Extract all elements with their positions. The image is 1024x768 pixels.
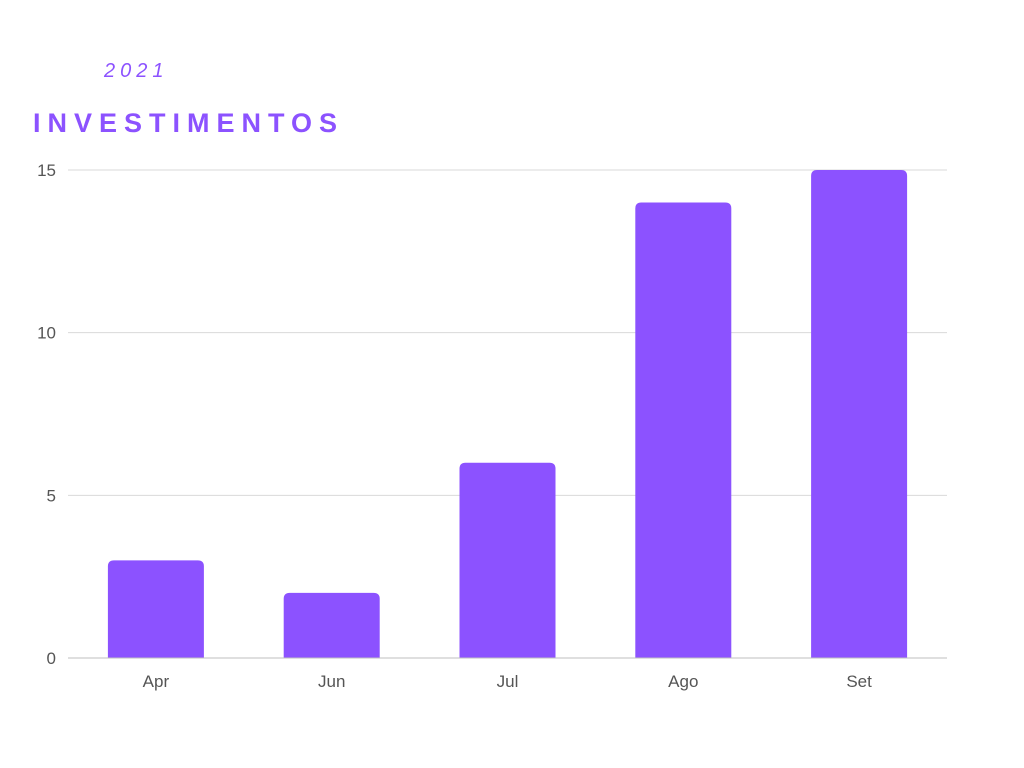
y-tick-label: 5 xyxy=(47,486,56,505)
y-axis-ticks: 0 5 10 15 xyxy=(37,161,56,668)
x-tick-label: Jun xyxy=(318,672,345,691)
bar-apr xyxy=(107,560,204,658)
x-tick-label: Jul xyxy=(497,672,519,691)
chart-subtitle: 2021 xyxy=(104,60,169,82)
y-tick-label: 10 xyxy=(37,324,56,343)
x-tick-label: Apr xyxy=(143,672,170,691)
x-tick-label: Ago xyxy=(668,672,698,691)
x-tick-label: Set xyxy=(846,672,872,691)
bars xyxy=(107,170,908,659)
y-tick-label: 15 xyxy=(37,161,56,180)
chart-title: INVESTIMENTOS xyxy=(33,108,345,138)
x-axis-ticks: Apr Jun Jul Ago Set xyxy=(143,672,872,691)
y-tick-label: 0 xyxy=(47,649,56,668)
bar-jun xyxy=(283,592,380,658)
bar-set xyxy=(811,170,908,658)
bar-jul xyxy=(459,462,556,658)
bar-ago xyxy=(635,202,732,659)
